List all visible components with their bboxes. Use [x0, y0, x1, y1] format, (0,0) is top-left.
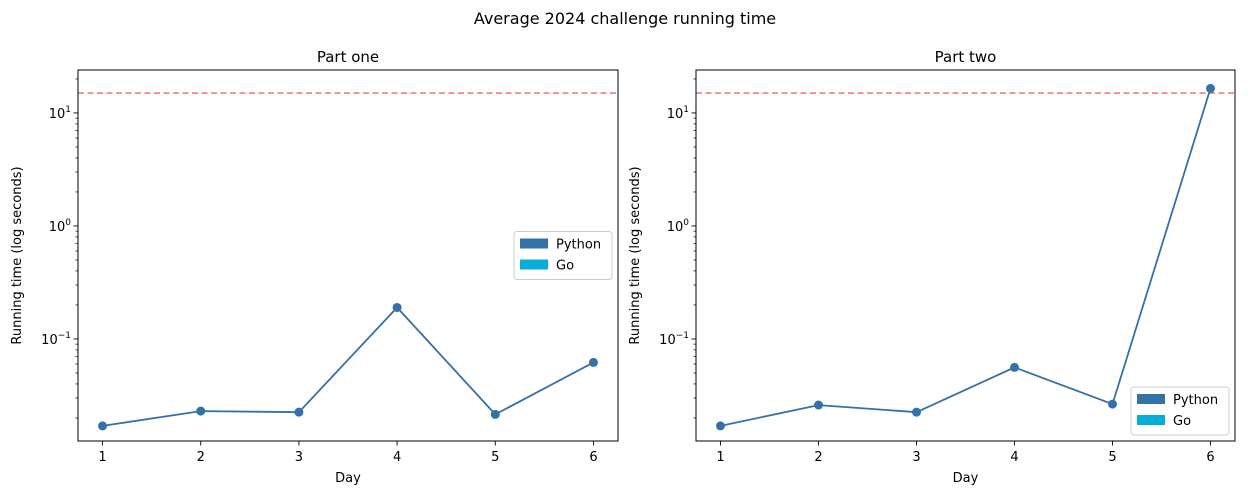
x-tick-label: 1 — [716, 450, 724, 465]
x-tick-label: 5 — [491, 450, 499, 465]
y-tick-label: 100 — [667, 218, 690, 235]
legend-label: Go — [1173, 414, 1191, 429]
legend-label: Go — [556, 259, 574, 274]
data-point — [588, 357, 598, 367]
x-tick-label: 4 — [393, 450, 401, 465]
x-axis-label: Day — [953, 471, 979, 486]
x-tick-label: 3 — [295, 450, 303, 465]
legend-swatch-go — [1137, 415, 1165, 425]
data-point — [1206, 83, 1215, 93]
legend-swatch-python — [1137, 394, 1165, 404]
data-point — [912, 407, 921, 417]
x-tick-label: 1 — [98, 450, 106, 465]
data-point — [196, 406, 206, 416]
data-point — [392, 302, 402, 312]
figure-title: Average 2024 challenge running time — [474, 9, 776, 28]
axes-frame — [77, 69, 619, 442]
x-tick-label: 4 — [1010, 450, 1018, 465]
data-point — [490, 409, 500, 419]
data-point — [716, 421, 725, 431]
x-tick-label: 6 — [1206, 450, 1214, 465]
y-tick-label: 100 — [49, 218, 72, 235]
x-axis-label: Day — [335, 471, 361, 486]
data-point — [814, 400, 823, 410]
legend: Python Go — [1130, 386, 1230, 436]
data-point — [1010, 362, 1019, 372]
data-point — [1108, 399, 1117, 409]
y-tick-label: 101 — [49, 105, 71, 122]
data-point — [294, 407, 304, 417]
panel-title: Part two — [935, 48, 997, 66]
legend: Python Go — [513, 231, 613, 280]
panel-title: Part one — [317, 48, 379, 66]
panel-1: Part one 10−1 100 101 1 2 3 4 5 6 Day Running time … — [10, 48, 619, 486]
y-tick-label: 10−1 — [41, 331, 71, 348]
x-tick-label: 2 — [197, 450, 205, 465]
legend-swatch-python — [520, 238, 548, 249]
data-point — [98, 421, 108, 431]
panel-2: Part two 10−1 100 101 1 2 3 4 5 6 Day Running time … — [628, 48, 1236, 486]
legend-label: Python — [1173, 393, 1218, 408]
series-line-python — [720, 88, 1212, 427]
series-line-python — [102, 306, 594, 427]
x-tick-label: 3 — [912, 450, 920, 465]
x-tick-label: 6 — [589, 450, 597, 465]
axes-frame — [695, 69, 1236, 442]
y-tick-label: 10−1 — [659, 331, 689, 348]
y-tick-label: 101 — [667, 105, 689, 122]
legend-label: Python — [556, 238, 601, 253]
legend-swatch-go — [520, 259, 548, 270]
x-tick-label: 2 — [814, 450, 822, 465]
x-tick-label: 5 — [1108, 450, 1116, 465]
y-axis-label: Running time (log seconds) — [10, 166, 25, 344]
y-axis-label: Running time (log seconds) — [628, 166, 643, 344]
